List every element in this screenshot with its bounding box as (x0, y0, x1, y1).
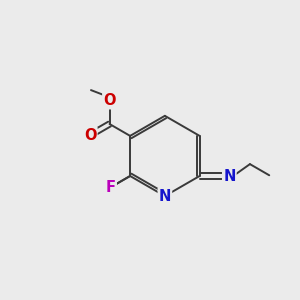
Text: O: O (103, 93, 116, 108)
Text: F: F (106, 180, 116, 195)
Text: O: O (84, 128, 97, 142)
Text: N: N (223, 169, 236, 184)
Text: N: N (159, 189, 171, 204)
